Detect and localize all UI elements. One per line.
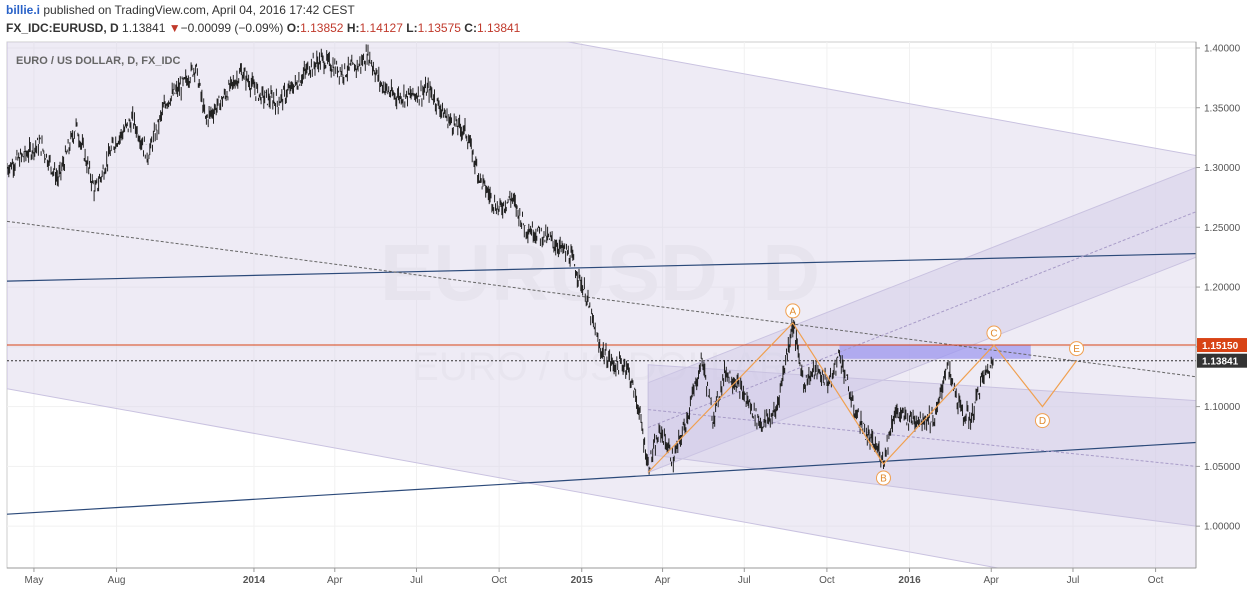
pattern-point-marker	[986, 325, 1002, 341]
pattern-point-marker	[1034, 413, 1050, 429]
chart-title: EURO / US DOLLAR, D, FX_IDC	[16, 55, 180, 67]
plot-area[interactable]	[6, 41, 1197, 569]
y-tick-label: 1.35000	[1204, 103, 1241, 114]
pattern-point-label: A	[789, 306, 796, 317]
channel-band	[7, 42, 1196, 568]
y-tick-label: 1.20000	[1204, 283, 1241, 294]
high-label: H:	[346, 21, 360, 35]
close-value: 1.13841	[476, 21, 521, 35]
symbol-info: FX_IDC:EURUSD, D 1.13841 ▼−0.00099 (−0.0…	[6, 21, 520, 35]
y-tick-label: 1.30000	[1204, 163, 1241, 174]
x-tick-label: Oct	[1148, 575, 1164, 586]
close-label: C:	[464, 21, 477, 35]
trend-line	[7, 441, 1196, 515]
pattern-line	[647, 321, 1078, 473]
x-tick-label: Oct	[491, 575, 507, 586]
pattern-point-label: E	[1073, 344, 1080, 355]
trend-line	[648, 409, 1196, 467]
horizontal-lines	[7, 344, 1196, 362]
pattern-point-marker	[875, 470, 891, 486]
price-label-text: 1.13841	[1202, 357, 1239, 368]
pattern-point-marker	[1069, 341, 1085, 357]
x-axis-bg	[7, 568, 1196, 595]
open-value: 1.13852	[300, 21, 344, 35]
publish-text: published on TradingView.com, April 04, …	[43, 3, 355, 17]
publish-info: billie.i published on TradingView.com, A…	[6, 3, 355, 17]
pattern-point-label: C	[990, 329, 997, 340]
low-label: L:	[406, 21, 418, 35]
y-axis-bg	[1196, 42, 1253, 568]
x-tick-label: May	[24, 575, 43, 586]
x-tick-label: Aug	[108, 575, 126, 586]
watermark-symbol: EURUSD, D	[380, 228, 820, 317]
x-tick-label: Jul	[410, 575, 423, 586]
open-label: O:	[286, 21, 301, 35]
trend-line	[7, 252, 1196, 282]
x-tick-label: Apr	[327, 575, 343, 586]
resistance-zone	[839, 344, 1031, 359]
channel-band	[647, 364, 1196, 527]
author-name[interactable]: billie.i	[6, 3, 41, 17]
price-label-bg	[1197, 353, 1247, 368]
y-tick-label: 1.00000	[1204, 522, 1241, 533]
symbol-name: FX_IDC:EURUSD, D	[6, 21, 119, 35]
x-tick-label: Oct	[819, 575, 835, 586]
low-value: 1.13575	[417, 21, 461, 35]
trendlines	[7, 211, 1196, 515]
x-tick-label: Jul	[1067, 575, 1080, 586]
y-tick-label: 1.05000	[1204, 462, 1241, 473]
price-label-bg	[1197, 338, 1247, 353]
x-tick-label: Jul	[738, 575, 751, 586]
down-arrow-icon: ▼	[168, 21, 181, 35]
x-tick-label: 2014	[243, 575, 266, 586]
x-tick-label: Apr	[655, 575, 671, 586]
pattern-point-label: D	[1039, 416, 1046, 427]
price-label-text: 1.15150	[1202, 341, 1239, 352]
x-tick-label: 2015	[571, 575, 594, 586]
last-price: 1.13841	[122, 21, 166, 35]
channels	[7, 42, 1196, 568]
x-tick-label: 2016	[898, 575, 921, 586]
pattern-point-marker	[785, 303, 801, 319]
trend-line	[648, 211, 1196, 428]
grid	[7, 42, 1196, 568]
y-tick-label: 1.40000	[1204, 43, 1241, 54]
y-tick-label: 1.10000	[1204, 402, 1241, 413]
x-tick-label: Apr	[983, 575, 999, 586]
price-change: −0.00099 (−0.09%)	[180, 21, 284, 35]
abcde-pattern: A B C D E	[647, 303, 1085, 486]
high-value: 1.14127	[359, 21, 403, 35]
zones	[839, 344, 1031, 359]
pattern-point-label: B	[880, 473, 887, 484]
y-axis[interactable]: 1.400001.350001.300001.250001.200001.150…	[1195, 42, 1253, 568]
x-axis[interactable]: May Aug 2014 Apr Jul Oct 2015 Apr Jul Oct 2016 Apr J…	[7, 567, 1196, 595]
y-tick-label: 1.25000	[1204, 223, 1241, 234]
